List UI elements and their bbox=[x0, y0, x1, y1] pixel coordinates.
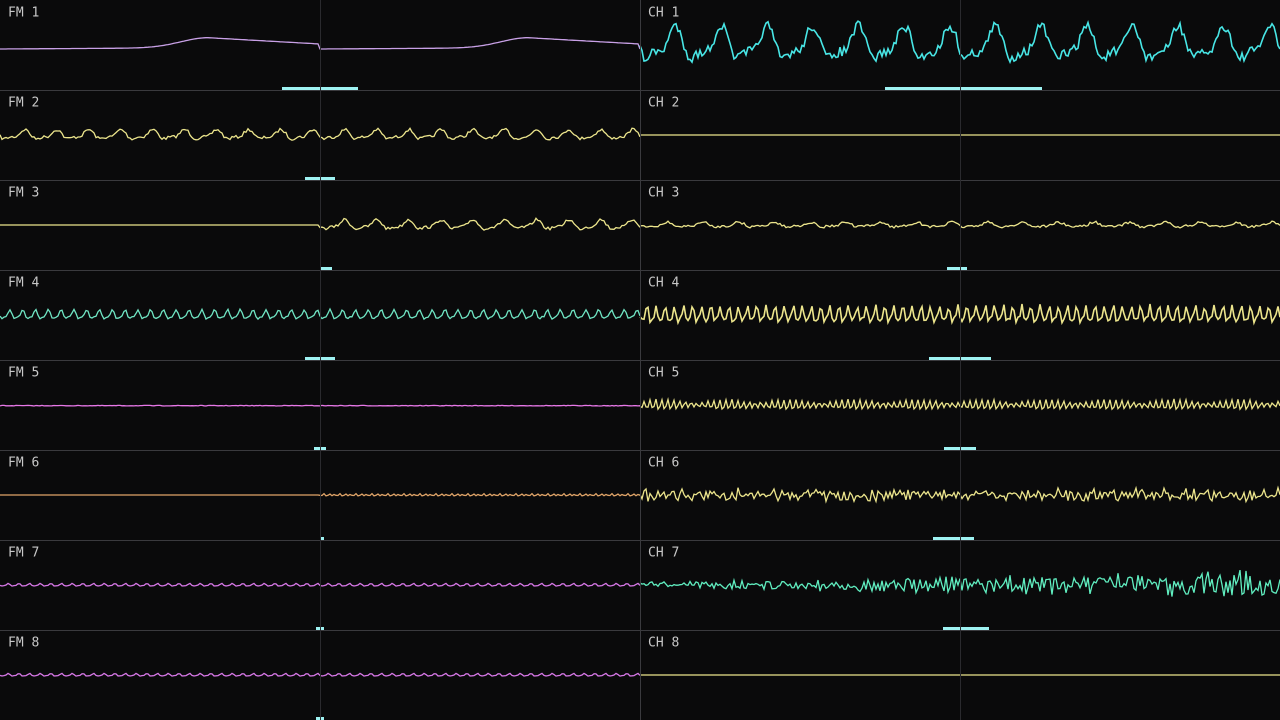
trigger-indicator bbox=[933, 537, 974, 540]
channel-label: FM 8 bbox=[8, 636, 39, 651]
channel-label: CH 8 bbox=[648, 636, 679, 651]
channel-label: CH 6 bbox=[648, 456, 679, 471]
channel-label: FM 7 bbox=[8, 546, 39, 561]
channel-label: CH 1 bbox=[648, 6, 679, 21]
channel-label: FM 4 bbox=[8, 276, 39, 291]
trigger-indicator bbox=[320, 537, 324, 540]
trigger-indicator bbox=[943, 627, 989, 630]
channel-label: FM 3 bbox=[8, 186, 39, 201]
trigger-indicator bbox=[947, 267, 967, 270]
trigger-indicator bbox=[885, 87, 1042, 90]
channel-label: CH 7 bbox=[648, 546, 679, 561]
channel-label: FM 2 bbox=[8, 96, 39, 111]
trigger-indicator bbox=[320, 267, 332, 270]
channel-label: FM 1 bbox=[8, 6, 39, 21]
channel-label: FM 6 bbox=[8, 456, 39, 471]
channel-label: CH 3 bbox=[648, 186, 679, 201]
channel-label: FM 5 bbox=[8, 366, 39, 381]
channel-label: CH 2 bbox=[648, 96, 679, 111]
channel-label: CH 4 bbox=[648, 276, 679, 291]
channel-label: CH 5 bbox=[648, 366, 679, 381]
